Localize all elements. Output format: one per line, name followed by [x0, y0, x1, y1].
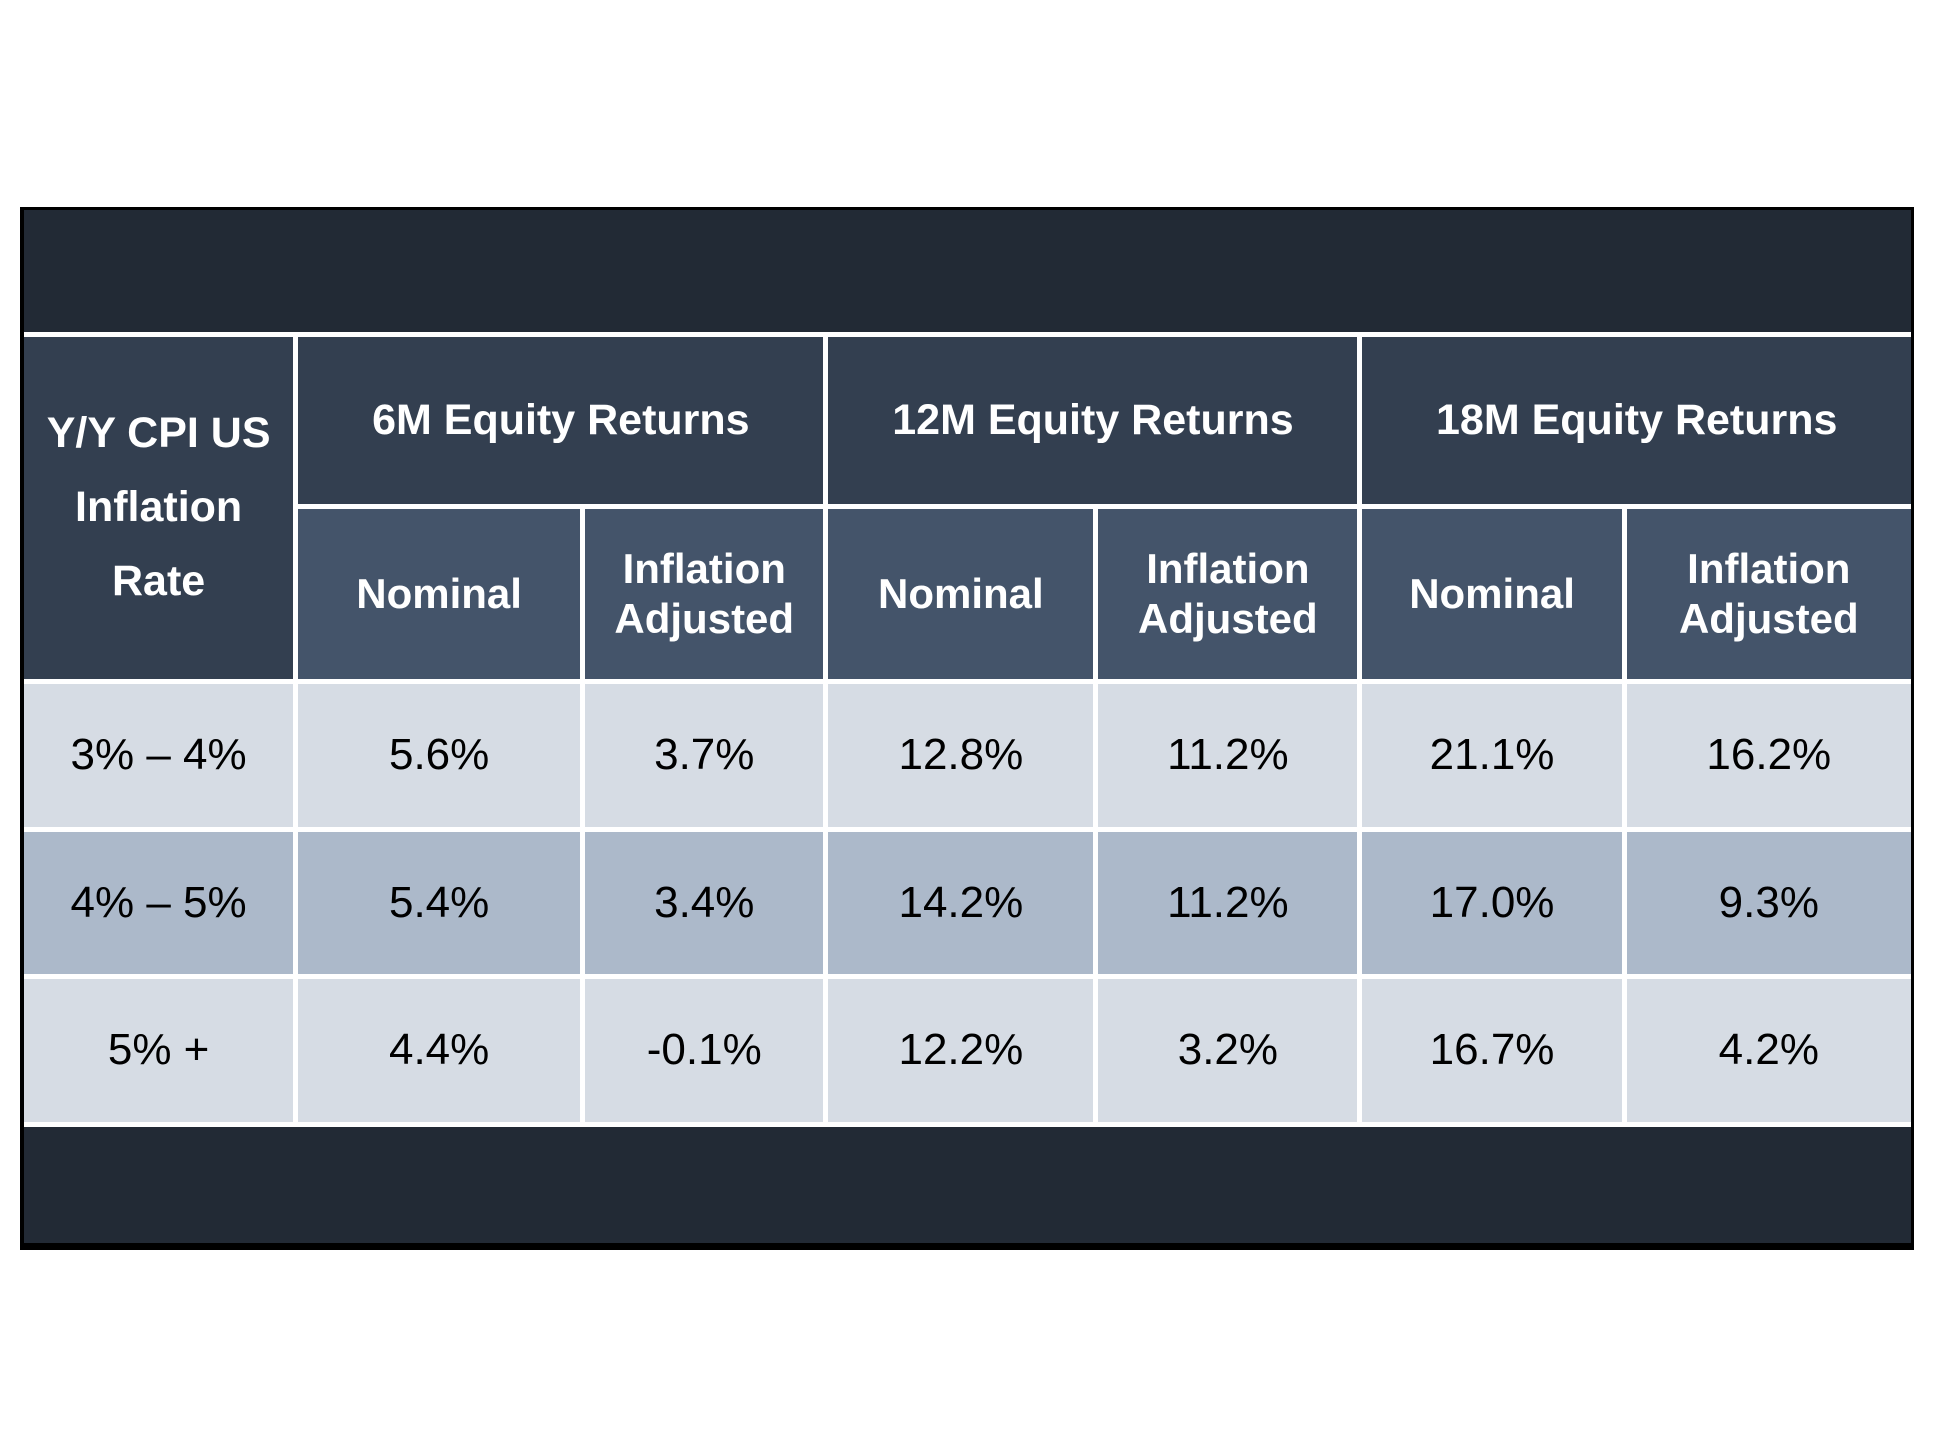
group-header-6m: 6M Equity Returns — [293, 331, 829, 510]
top-band-cell — [24, 210, 1911, 335]
data-cell: 12.2% — [823, 974, 1099, 1127]
data-cell: 5.6% — [293, 679, 586, 832]
data-cell: 16.7% — [1357, 974, 1627, 1127]
data-cell: 11.2% — [1093, 826, 1363, 980]
row-label: 4% – 5% — [24, 826, 299, 980]
equity-returns-table: Y/Y CPI US Inflation Rate 6M Equity Retu… — [24, 210, 1911, 1243]
data-cell: 9.3% — [1621, 826, 1911, 980]
data-cell: 14.2% — [823, 826, 1099, 980]
subheader-12m-inflation-adjusted: Inflation Adjusted — [1093, 504, 1363, 685]
table-row: 4% – 5% 5.4% 3.4% 14.2% 11.2% 17.0% 9.3% — [24, 826, 1911, 980]
data-cell: 12.8% — [823, 679, 1099, 832]
data-cell: 11.2% — [1093, 679, 1363, 832]
bottom-band-cell — [24, 1124, 1911, 1243]
subheader-12m-nominal: Nominal — [823, 504, 1099, 685]
data-cell: 3.4% — [580, 826, 829, 980]
row-label: 3% – 4% — [24, 679, 299, 832]
subheader-18m-inflation-adjusted: Inflation Adjusted — [1621, 504, 1911, 685]
equity-returns-table-frame: Y/Y CPI US Inflation Rate 6M Equity Retu… — [20, 207, 1914, 1250]
top-band — [24, 210, 1911, 335]
group-header-18m: 18M Equity Returns — [1357, 331, 1911, 510]
row-header-inflation-rate: Y/Y CPI US Inflation Rate — [24, 331, 299, 685]
data-cell: 3.7% — [580, 679, 829, 832]
data-cell: 16.2% — [1621, 679, 1911, 832]
data-cell: 5.4% — [293, 826, 586, 980]
header-sub-row: Nominal Inflation Adjusted Nominal Infla… — [24, 504, 1911, 685]
data-cell: 4.4% — [293, 974, 586, 1127]
data-cell: -0.1% — [580, 974, 829, 1127]
subheader-18m-nominal: Nominal — [1357, 504, 1627, 685]
header-group-row: Y/Y CPI US Inflation Rate 6M Equity Retu… — [24, 331, 1911, 685]
row-label: 5% + — [24, 974, 299, 1127]
data-cell: 4.2% — [1621, 974, 1911, 1127]
bottom-band — [24, 1124, 1911, 1243]
group-header-12m: 12M Equity Returns — [823, 331, 1363, 510]
subheader-6m-inflation-adjusted: Inflation Adjusted — [580, 504, 829, 685]
table-row: 5% + 4.4% -0.1% 12.2% 3.2% 16.7% 4.2% — [24, 974, 1911, 1127]
subheader-6m-nominal: Nominal — [295, 504, 586, 685]
data-cell: 17.0% — [1357, 826, 1627, 980]
data-cell: 3.2% — [1093, 974, 1363, 1127]
data-cell: 21.1% — [1357, 679, 1627, 832]
table-row: 3% – 4% 5.6% 3.7% 12.8% 11.2% 21.1% 16.2… — [24, 679, 1911, 832]
